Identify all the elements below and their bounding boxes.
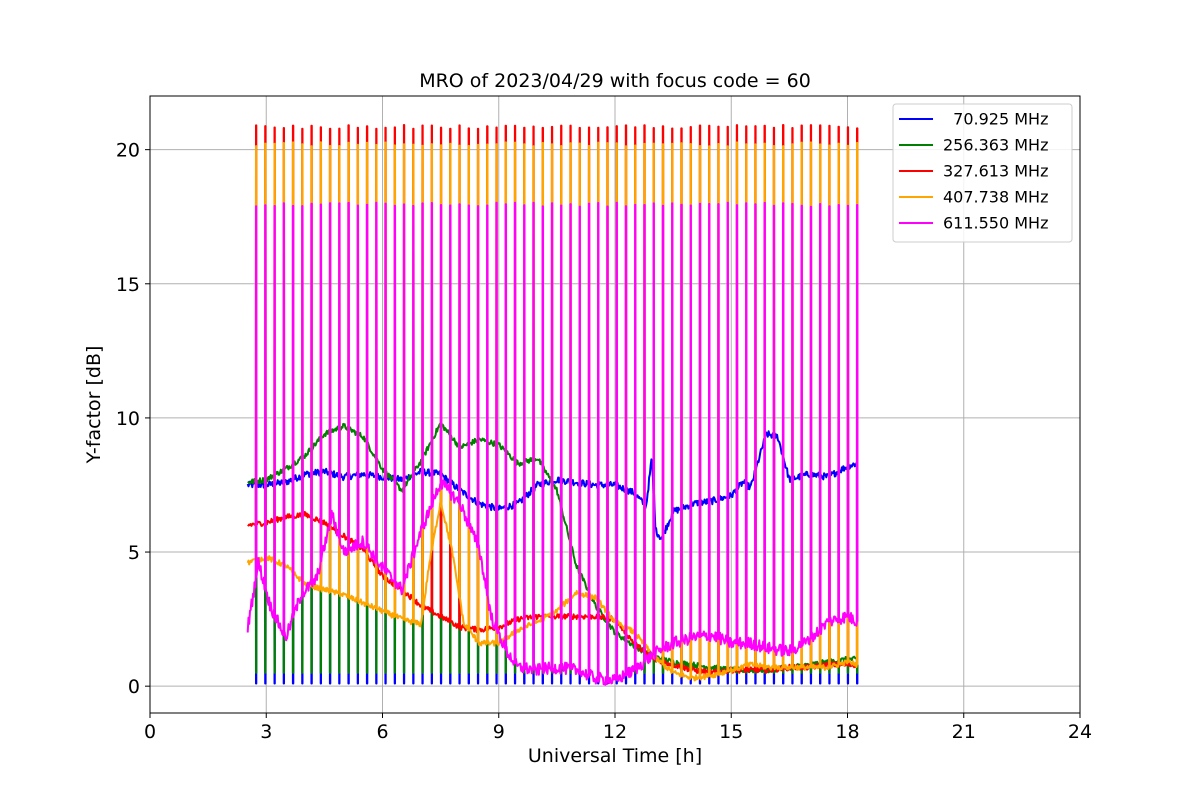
y-tick-label: 20: [116, 140, 140, 162]
x-tick-label: 12: [603, 721, 627, 743]
y-tick-label: 5: [128, 542, 140, 564]
x-tick-label: 15: [719, 721, 743, 743]
x-tick-label: 21: [952, 721, 976, 743]
legend-entry-label: 70.925 MHz: [943, 110, 1048, 129]
x-tick-label: 9: [493, 721, 505, 743]
x-tick-label: 0: [144, 721, 156, 743]
legend-entry-label: 407.738 MHz: [943, 188, 1048, 207]
series-4: [246, 201, 859, 686]
axis-ticks: 0 3 6 9 12 15 18 21 24 0 5 10 15 20: [116, 140, 1092, 743]
x-tick-label: 24: [1068, 721, 1092, 743]
legend-entry-label: 256.363 MHz: [943, 136, 1048, 155]
series-line: [246, 201, 859, 686]
legend-box: [892, 103, 1073, 243]
y-axis-label: Y-factor [dB]: [83, 346, 105, 465]
x-tick-label: 6: [376, 721, 388, 743]
y-tick-label: 10: [116, 408, 140, 430]
legend-entry-label: 611.550 MHz: [943, 214, 1048, 233]
x-tick-label: 3: [260, 721, 272, 743]
plot-area: [246, 124, 859, 686]
y-tick-label: 15: [116, 274, 140, 296]
legend-entry-label: 327.613 MHz: [943, 162, 1048, 181]
legend: 70.925 MHz 256.363 MHz 327.613 MHz 407.738 …: [892, 103, 1073, 243]
chart-title: MRO of 2023/04/29 with focus code = 60: [419, 70, 811, 92]
plot-clip-group: [246, 124, 859, 686]
x-tick-label: 18: [835, 721, 859, 743]
x-axis-label: Universal Time [h]: [528, 745, 702, 767]
y-tick-label: 0: [128, 676, 140, 698]
